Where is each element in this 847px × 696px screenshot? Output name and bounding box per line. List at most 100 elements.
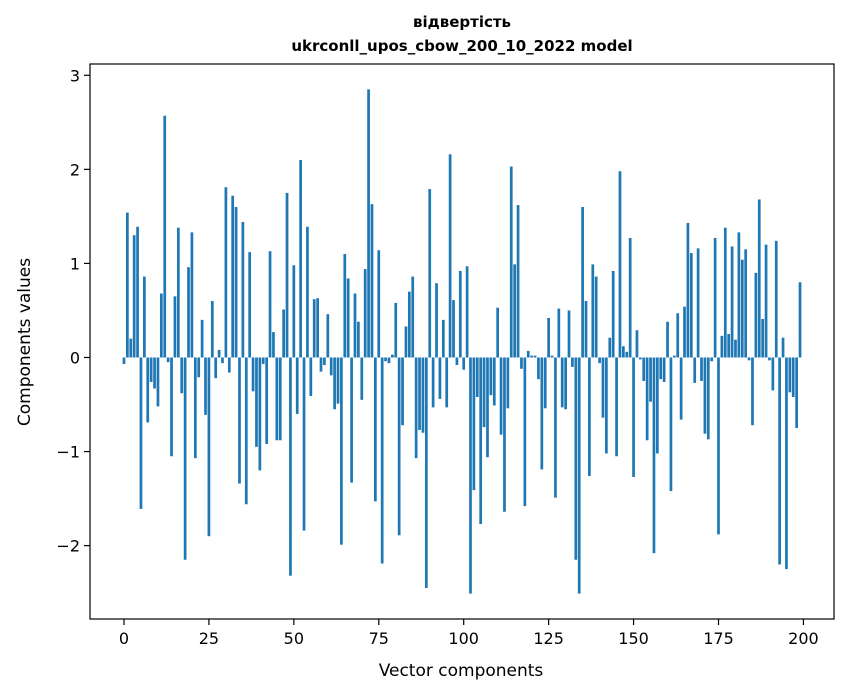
y-axis-ticks: −2 −1 0 1 2 3 — [56, 66, 90, 556]
bar-92 — [435, 283, 438, 358]
bar-115 — [513, 264, 517, 358]
bar-113 — [506, 357, 510, 409]
bar-70 — [360, 357, 364, 400]
bar-89 — [424, 357, 428, 588]
bar-24 — [204, 357, 207, 415]
bar-95 — [445, 357, 449, 408]
bar-10 — [156, 357, 160, 407]
bar-53 — [302, 357, 306, 531]
bar-55 — [309, 357, 313, 397]
bar-29 — [221, 357, 224, 364]
bar-97 — [452, 300, 455, 358]
x-axis-label: Vector components — [379, 661, 544, 681]
bar-81 — [397, 357, 401, 536]
bar-180 — [734, 339, 737, 358]
bar-194 — [781, 337, 785, 358]
bar-153 — [642, 357, 646, 382]
bar-42 — [265, 357, 269, 445]
bar-143 — [608, 337, 612, 358]
bar-37 — [248, 252, 252, 358]
bar-47 — [282, 309, 285, 358]
bars-group — [122, 89, 802, 594]
bar-66 — [346, 278, 350, 358]
bar-25 — [207, 357, 211, 537]
bar-99 — [458, 270, 462, 358]
bar-189 — [764, 244, 768, 358]
bar-54 — [306, 226, 309, 358]
bar-190 — [768, 357, 771, 361]
bar-93 — [438, 357, 442, 399]
bar-157 — [655, 357, 659, 454]
bar-170 — [700, 357, 703, 382]
bar-11 — [159, 293, 163, 358]
bar-91 — [431, 357, 435, 408]
bar-52 — [299, 159, 302, 358]
bar-36 — [244, 357, 248, 505]
bar-21 — [193, 357, 197, 459]
bar-146 — [618, 171, 622, 358]
bar-65 — [343, 254, 347, 358]
bar-2 — [129, 338, 133, 358]
bar-101 — [465, 266, 469, 358]
bar-108 — [489, 357, 493, 396]
bar-49 — [289, 357, 292, 576]
bar-144 — [611, 270, 615, 358]
bar-31 — [227, 357, 231, 373]
bar-112 — [503, 357, 506, 512]
bar-35 — [241, 222, 245, 358]
bar-84 — [407, 291, 411, 358]
bar-103 — [472, 357, 476, 491]
bar-142 — [605, 357, 608, 454]
bar-156 — [652, 357, 656, 554]
bar-19 — [187, 267, 190, 358]
bar-68 — [353, 293, 357, 358]
bar-172 — [706, 357, 710, 440]
bar-105 — [479, 357, 483, 524]
y-tick-label: 2 — [70, 160, 80, 179]
bar-34 — [238, 357, 241, 484]
chart-title-line2: ukrconll_upos_cbow_200_10_2022 model — [291, 37, 632, 55]
bar-60 — [326, 314, 330, 358]
bar-16 — [176, 227, 180, 358]
bar-141 — [601, 357, 605, 418]
bar-150 — [632, 357, 635, 477]
bar-199 — [798, 282, 802, 358]
bar-20 — [190, 232, 194, 358]
bar-44 — [272, 332, 275, 358]
bar-46 — [278, 357, 282, 441]
bar-6 — [143, 276, 146, 358]
bar-130 — [564, 357, 567, 410]
bar-173 — [710, 357, 714, 362]
x-tick-label: 125 — [533, 629, 564, 648]
bar-94 — [441, 319, 445, 358]
bar-169 — [696, 248, 700, 358]
bar-5 — [139, 357, 143, 509]
bar-13 — [166, 357, 170, 363]
bar-30 — [224, 187, 228, 358]
plot-frame — [89, 63, 835, 620]
bar-77 — [384, 357, 387, 362]
bar-185 — [751, 357, 754, 426]
bar-111 — [499, 357, 503, 435]
bar-56 — [312, 299, 316, 358]
bar-0 — [122, 357, 126, 365]
bar-102 — [469, 357, 472, 594]
bar-167 — [689, 253, 693, 358]
bar-145 — [615, 357, 618, 457]
bar-126 — [550, 355, 554, 358]
bar-161 — [669, 357, 673, 492]
bar-183 — [744, 249, 748, 358]
bar-109 — [492, 357, 496, 406]
bar-132 — [571, 357, 574, 367]
bar-83 — [404, 326, 408, 358]
bar-135 — [581, 206, 584, 358]
bar-15 — [173, 296, 177, 358]
bar-82 — [401, 357, 404, 426]
bar-165 — [683, 306, 686, 358]
bar-40 — [258, 357, 262, 471]
bar-104 — [475, 357, 479, 397]
bar-140 — [598, 357, 601, 364]
bar-191 — [771, 357, 775, 391]
bar-186 — [754, 272, 758, 358]
bar-195 — [785, 357, 788, 570]
